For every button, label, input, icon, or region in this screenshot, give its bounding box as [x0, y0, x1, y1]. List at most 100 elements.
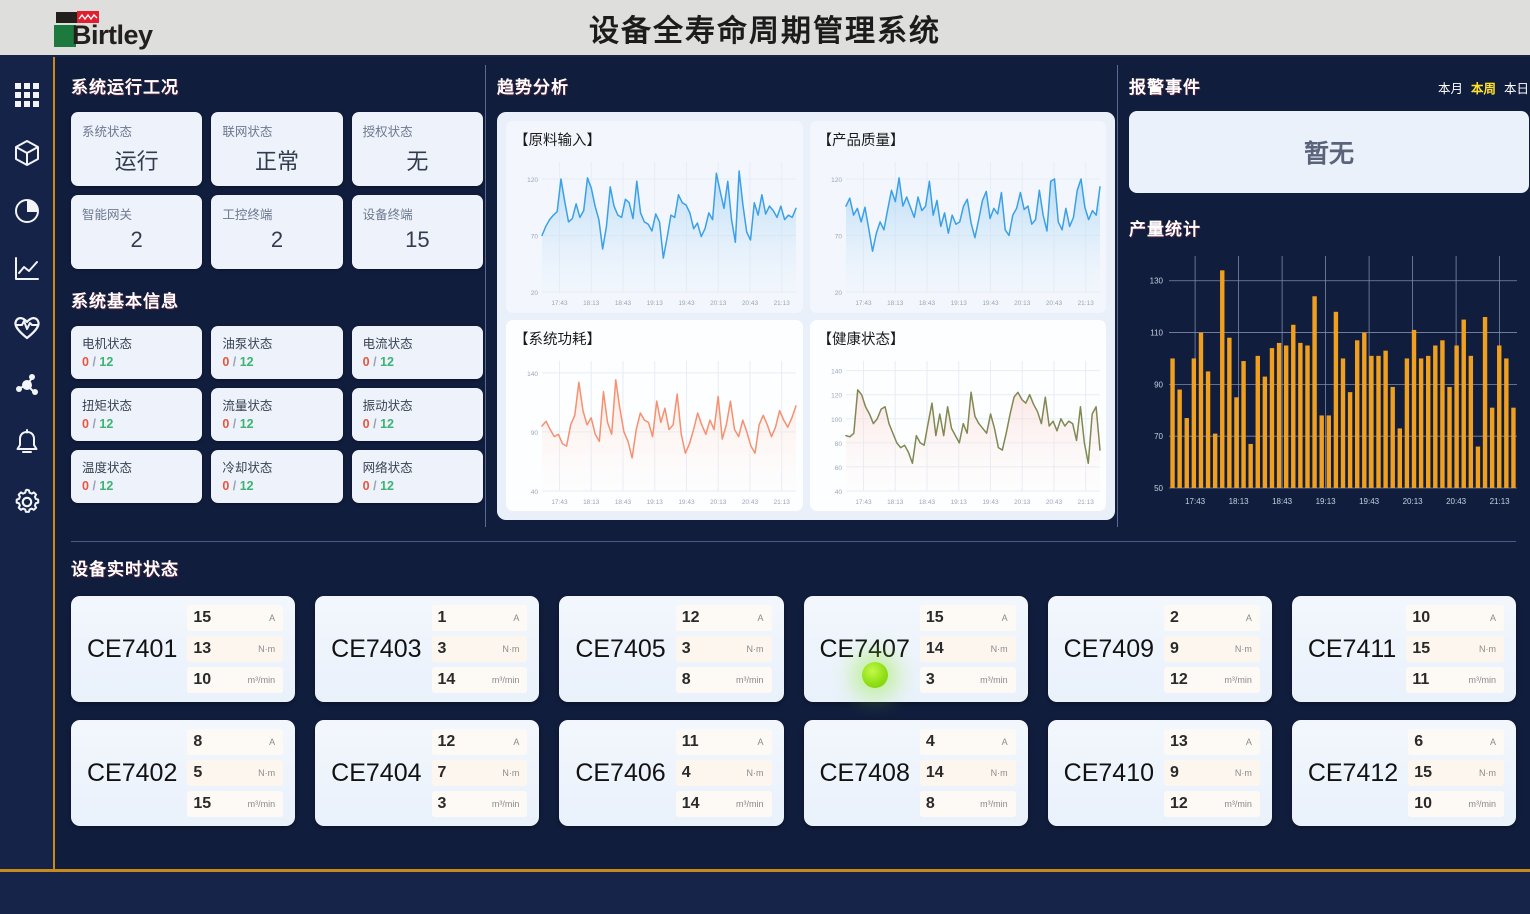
metric-unit: m³/min: [247, 675, 276, 685]
tab-this-month[interactable]: 本月: [1437, 82, 1463, 96]
svg-text:120: 120: [831, 177, 842, 184]
status-card-value: 无: [406, 149, 429, 174]
device-metrics: 12 A 7 N·m 3 m³/min: [431, 729, 528, 817]
metric-unit: N·m: [258, 644, 276, 654]
sidebar-item-alarm[interactable]: [7, 423, 47, 463]
metric-value: 14: [925, 764, 944, 781]
chart-title: 【系统功耗】: [514, 331, 601, 348]
svg-text:90: 90: [1154, 380, 1163, 389]
metric-unit: A: [1245, 613, 1252, 623]
svg-text:20:43: 20:43: [742, 499, 759, 506]
device-card[interactable]: CE7404 12 A 7 N·m 3 m³/min: [315, 720, 540, 826]
status-card[interactable]: 授权状态 无: [351, 112, 483, 186]
svg-text:140: 140: [831, 368, 842, 375]
sidebar-item-settings[interactable]: [7, 481, 47, 521]
info-bad-count: 0: [82, 479, 89, 493]
metric-unit: A: [1489, 613, 1496, 623]
device-card[interactable]: CE7412 6 A 15 N·m 10 m³/min: [1291, 720, 1516, 826]
info-card[interactable]: 温度状态 0 / 12: [71, 450, 203, 503]
device-card[interactable]: CE7401 15 A 13 N·m 10 m³/min: [71, 596, 296, 702]
info-card[interactable]: 冷却状态 0 / 12: [211, 450, 343, 503]
info-card[interactable]: 扭矩状态 0 / 12: [71, 388, 203, 441]
metric-unit: N·m: [990, 644, 1008, 654]
device-card[interactable]: CE7410 13 A 9 N·m 12 m³/min: [1047, 720, 1272, 826]
info-card[interactable]: 电流状态 0 / 12: [351, 326, 483, 379]
sidebar-item-equipment[interactable]: [7, 133, 47, 173]
dashboard-grid-icon: [14, 83, 39, 107]
info-separator: /: [92, 355, 96, 369]
status-card-label: 联网状态: [222, 125, 273, 139]
svg-text:20:13: 20:13: [1014, 499, 1031, 506]
status-card[interactable]: 智能网关 2: [71, 195, 203, 269]
info-card[interactable]: 振动状态 0 / 12: [351, 388, 483, 441]
chart-title: 【健康状态】: [817, 331, 905, 348]
cube-icon: [14, 140, 39, 166]
info-card-label: 电机状态: [82, 337, 133, 351]
status-card-label: 工控终端: [222, 208, 273, 222]
chart-card-raw-material[interactable]: 【原料输入】 20 70 120 17:43 18:13 18:43 19:13 19:43 2…: [506, 121, 803, 313]
tab-today[interactable]: 本日: [1503, 82, 1529, 96]
device-card[interactable]: CE7406 11 A 4 N·m 14 m³/min: [559, 720, 784, 826]
metric-row: 15 A: [919, 605, 1016, 631]
device-card[interactable]: CE7407 15 A 14 N·m 3 m³/min: [803, 596, 1028, 702]
alarm-empty-state: 暂无: [1129, 111, 1529, 193]
svg-text:130: 130: [1150, 277, 1164, 286]
metric-unit: m³/min: [736, 675, 764, 685]
device-card[interactable]: CE7402 8 A 5 N·m 15 m³/min: [71, 720, 296, 826]
svg-text:40: 40: [834, 489, 842, 496]
device-id: CE7403: [331, 634, 422, 663]
footer-accent-line: [0, 869, 1530, 872]
info-card[interactable]: 电机状态 0 / 12: [71, 326, 203, 379]
info-card-value: 0 / 12: [82, 355, 191, 369]
alarm-range-tabs: 本月 本周 本日: [1438, 78, 1529, 97]
sidebar-item-topology[interactable]: [7, 365, 47, 405]
sidebar-item-health[interactable]: [7, 307, 47, 347]
metric-unit: A: [513, 613, 520, 623]
info-bad-count: 0: [362, 417, 370, 431]
info-card-value: 0 / 12: [363, 479, 472, 493]
tab-this-week[interactable]: 本周: [1470, 82, 1496, 96]
metric-row: 9 N·m: [1164, 636, 1260, 662]
device-card[interactable]: CE7405 12 A 3 N·m 8 m³/min: [559, 596, 784, 702]
info-bad-count: 0: [82, 417, 89, 431]
metric-unit: m³/min: [491, 675, 520, 685]
status-card[interactable]: 工控终端 2: [211, 195, 343, 269]
device-card[interactable]: CE7408 4 A 14 N·m 8 m³/min: [803, 720, 1028, 826]
metric-unit: N·m: [990, 768, 1008, 778]
status-card[interactable]: 联网状态 正常: [211, 112, 343, 186]
device-card[interactable]: CE7409 2 A 9 N·m 12 m³/min: [1047, 596, 1272, 702]
sidebar-item-statistics[interactable]: [7, 191, 47, 231]
sidebar-item-dashboard[interactable]: [7, 75, 47, 115]
svg-text:18:43: 18:43: [1272, 497, 1293, 506]
metric-value: 14: [681, 795, 700, 812]
metric-value: 14: [925, 640, 944, 657]
svg-text:90: 90: [531, 429, 539, 436]
info-card[interactable]: 油泵状态 0 / 12: [211, 326, 343, 379]
device-card[interactable]: CE7411 10 A 15 N·m 11 m³/min: [1291, 596, 1516, 702]
metric-value: 10: [1414, 795, 1432, 812]
metric-row: 12 A: [675, 605, 772, 631]
chart-card-health-status[interactable]: 【健康状态】 40 60 80 100 120 140 17:43 18:13 18:43 19:…: [809, 319, 1106, 511]
info-card[interactable]: 网络状态 0 / 12: [351, 450, 483, 503]
panel-divider-right: [1117, 65, 1118, 527]
info-card-label: 温度状态: [82, 461, 133, 475]
status-card[interactable]: 系统状态 运行: [71, 112, 203, 186]
status-card[interactable]: 设备终端 15: [351, 195, 483, 269]
status-card-label: 授权状态: [362, 125, 413, 139]
footer-bar: [0, 872, 1530, 914]
device-card[interactable]: CE7403 1 A 3 N·m 14 m³/min: [315, 596, 540, 702]
info-card-value: 0 / 12: [222, 355, 331, 369]
chart-card-power-consumption[interactable]: 【系统功耗】 40 90 140 17:43 18:13 18:43 19:13 19:43 2…: [506, 319, 803, 511]
metric-row: 14 m³/min: [675, 791, 772, 817]
info-card[interactable]: 流量状态 0 / 12: [211, 388, 343, 441]
metric-value: 3: [437, 640, 447, 657]
sidebar-item-trend[interactable]: [7, 249, 47, 289]
info-card-label: 振动状态: [362, 399, 413, 413]
svg-text:18:43: 18:43: [918, 499, 935, 506]
basic-info-grid: 电机状态 0 / 12 油泵状态 0 / 12: [71, 326, 483, 503]
chart-card-product-quality[interactable]: 【产品质量】 20 70 120 17:43 18:13 18:43 19:13 19:43 2…: [809, 121, 1106, 313]
metric-value: 8: [193, 733, 203, 750]
svg-text:21:13: 21:13: [774, 499, 791, 506]
metric-value: 15: [1412, 640, 1431, 657]
